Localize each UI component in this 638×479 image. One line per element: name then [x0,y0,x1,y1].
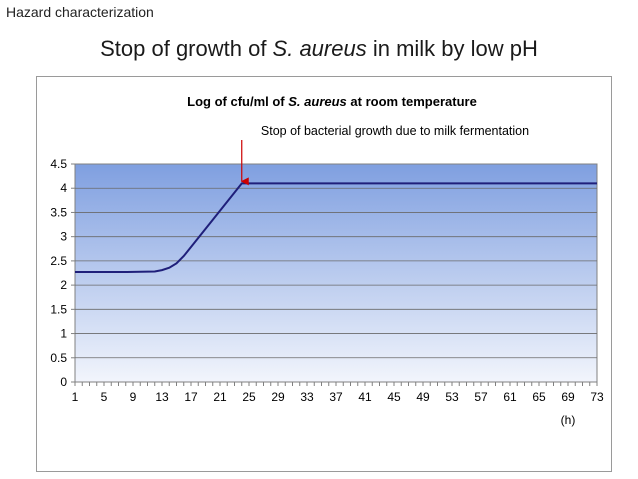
chart-title-prefix: Log of cfu/ml of [187,94,288,109]
y-axis: 0 0.5 1 1.5 2 2.5 3 3.5 4 4.5 [50,157,75,389]
y-tick-label: 2.5 [50,254,67,268]
y-tick-label: 4.5 [50,157,67,171]
x-tick-label: 21 [213,390,227,404]
x-tick-label: 65 [532,390,546,404]
x-axis: 1 5 9 13 17 21 25 29 33 37 41 45 49 53 57 61 65 69 73 [72,381,604,404]
x-tick-label: 17 [184,390,198,404]
x-tick-label: 41 [358,390,372,404]
x-tick-label: 33 [300,390,314,404]
y-tick-label: 1 [60,327,67,341]
slide-title-italic: S. aureus [272,36,367,61]
x-tick-label: 1 [72,390,79,404]
plot-area [74,163,598,383]
y-tick-label: 1.5 [50,302,67,316]
x-tick-label: 29 [271,390,285,404]
x-tick-label: 45 [387,390,401,404]
x-tick-label: 61 [503,390,517,404]
gridlines [75,187,597,359]
series-line [75,182,597,273]
x-axis-label: (h) [561,413,576,427]
y-tick-label: 0.5 [50,351,67,365]
slide-title-suffix: in milk by low pH [366,36,538,61]
x-tick-label: 73 [590,390,604,404]
y-tick-label: 2 [60,278,67,292]
chart-title-italic: S. aureus [288,94,347,109]
slide-title: Stop of growth of S. aureus in milk by l… [0,36,638,62]
x-tick-label: 25 [242,390,256,404]
y-tick-label: 0 [60,375,67,389]
y-tick-label: 4 [60,181,67,195]
x-tick-label: 37 [329,390,343,404]
chart-title-suffix: at room temperature [347,94,477,109]
annotation-text: Stop of bacterial growth due to milk fer… [261,124,529,138]
slide-title-prefix: Stop of growth of [100,36,273,61]
x-tick-label: 13 [155,390,169,404]
y-tick-label: 3 [60,230,67,244]
section-label: Hazard characterization [6,4,154,20]
x-tick-label: 53 [445,390,459,404]
x-tick-label: 49 [416,390,430,404]
x-tick-label: 57 [474,390,488,404]
x-tick-label: 5 [101,390,108,404]
y-tick-label: 3.5 [50,205,67,219]
x-tick-label: 69 [561,390,575,404]
chart-title: Log of cfu/ml of S. aureus at room tempe… [187,94,477,109]
x-tick-label: 9 [130,390,137,404]
